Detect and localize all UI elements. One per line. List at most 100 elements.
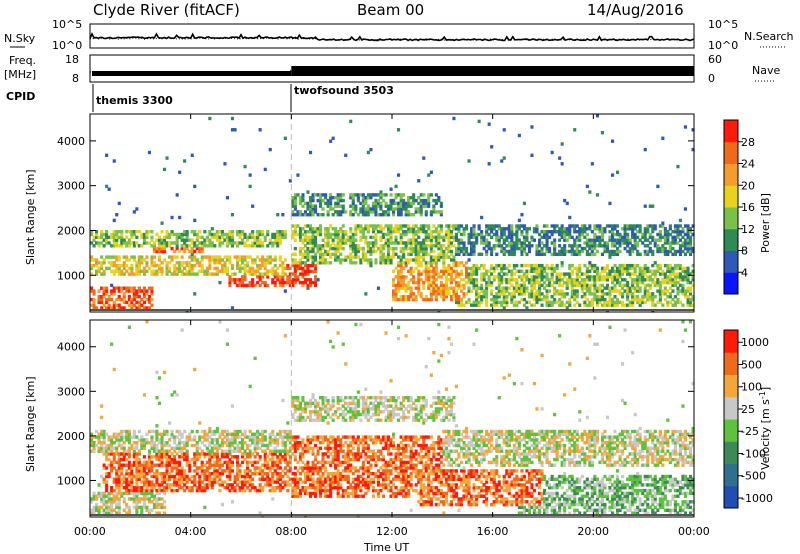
heatmap-cell xyxy=(301,269,305,273)
heatmap-cell xyxy=(593,280,597,285)
heatmap-cell xyxy=(100,432,104,436)
heatmap-cell xyxy=(258,486,262,490)
heatmap-cell xyxy=(532,292,536,296)
heatmap-cell xyxy=(132,491,136,496)
heatmap-cell xyxy=(180,449,184,453)
heatmap-cell xyxy=(92,435,96,439)
heatmap-cell xyxy=(495,238,499,242)
heatmap-cell xyxy=(132,460,136,465)
heatmap-cell xyxy=(326,227,330,231)
heatmap-cell xyxy=(532,263,536,268)
heatmap-cell xyxy=(291,280,295,285)
heatmap-cell xyxy=(163,452,167,456)
heatmap-cell xyxy=(326,241,330,245)
heatmap-cell xyxy=(686,230,690,234)
heatmap-cell xyxy=(213,235,217,239)
heatmap-cell xyxy=(163,505,167,510)
heatmap-cell xyxy=(691,272,695,276)
heatmap-cell xyxy=(173,488,177,493)
heatmap-cell xyxy=(691,297,695,302)
heatmap-cell xyxy=(381,252,385,256)
heatmap-cell xyxy=(611,275,615,279)
heatmap-cell xyxy=(301,232,305,237)
heatmap-cell xyxy=(200,466,204,470)
heatmap-cell xyxy=(223,449,227,453)
heatmap-cell xyxy=(188,255,192,259)
heatmap-cell xyxy=(605,283,609,288)
heatmap-cell xyxy=(510,249,514,254)
heatmap-cell xyxy=(563,246,567,251)
heatmap-cell xyxy=(110,463,114,467)
heatmap-cell xyxy=(132,286,136,290)
heatmap-cell xyxy=(198,466,202,470)
heatmap-cell xyxy=(482,292,486,296)
heatmap-cell xyxy=(417,244,421,248)
heatmap-cell xyxy=(454,261,458,265)
heatmap-cell xyxy=(611,286,615,290)
heatmap-cell xyxy=(120,477,124,481)
heatmap-cell xyxy=(213,452,217,456)
heatmap-cell xyxy=(198,477,202,481)
heatmap-cell xyxy=(553,227,557,231)
heatmap-cell xyxy=(102,497,106,501)
heatmap-cell xyxy=(105,443,109,448)
heatmap-cell xyxy=(203,244,207,248)
heatmap-cell xyxy=(495,295,499,299)
heatmap-cell xyxy=(621,272,625,276)
heatmap-cell xyxy=(568,303,572,307)
heatmap-cell xyxy=(404,213,408,217)
heatmap-cell xyxy=(535,280,539,285)
heatmap-cell xyxy=(520,278,524,282)
heatmap-cell xyxy=(510,300,514,305)
heatmap-cell xyxy=(175,241,179,245)
heatmap-cell xyxy=(550,275,554,279)
heatmap-cell xyxy=(341,232,345,237)
heatmap-cell xyxy=(525,289,529,293)
heatmap-cell xyxy=(168,443,172,448)
heatmap-cell xyxy=(258,258,262,262)
heatmap-cell xyxy=(225,455,229,459)
heatmap-cell xyxy=(168,449,172,453)
heatmap-cell xyxy=(442,238,446,242)
heatmap-cell xyxy=(631,232,635,237)
heatmap-cell xyxy=(266,472,270,476)
heatmap-cell xyxy=(686,246,690,251)
heatmap-cell xyxy=(298,258,302,262)
heatmap-cell xyxy=(538,280,542,285)
heatmap-cell xyxy=(641,295,645,299)
heatmap-cell xyxy=(316,246,320,251)
heatmap-cell xyxy=(560,252,564,256)
heatmap-cell xyxy=(90,241,94,245)
heatmap-cell xyxy=(678,249,682,254)
heatmap-cell xyxy=(689,246,693,251)
heatmap-cell xyxy=(548,249,552,254)
heatmap-cell xyxy=(273,438,277,442)
heatmap-cell xyxy=(102,289,106,293)
heatmap-cell xyxy=(150,261,154,265)
heatmap-cell xyxy=(349,196,353,200)
heatmap-cell xyxy=(178,235,182,239)
heatmap-cell xyxy=(276,474,280,479)
heatmap-cell xyxy=(233,278,237,282)
heatmap-cell xyxy=(407,261,411,265)
heatmap-cell xyxy=(301,488,305,493)
heatmap-cell xyxy=(236,232,240,237)
heatmap-cell xyxy=(490,227,494,231)
heatmap-cell xyxy=(364,210,368,214)
heatmap-cell xyxy=(225,483,229,487)
heatmap-cell xyxy=(293,266,297,271)
heatmap-cell xyxy=(288,266,292,271)
heatmap-cell xyxy=(117,486,121,490)
heatmap-cell xyxy=(165,235,169,239)
heatmap-cell xyxy=(293,238,297,242)
heatmap-cell xyxy=(575,289,579,293)
heatmap-cell xyxy=(314,204,318,208)
heatmap-cell xyxy=(643,295,647,299)
heatmap-cell xyxy=(671,283,675,288)
heatmap-cell xyxy=(185,438,189,442)
heatmap-cell xyxy=(208,483,212,487)
heatmap-cell xyxy=(298,261,302,265)
heatmap-cell xyxy=(236,255,240,259)
heatmap-cell xyxy=(122,292,126,296)
heatmap-cell xyxy=(278,280,282,285)
